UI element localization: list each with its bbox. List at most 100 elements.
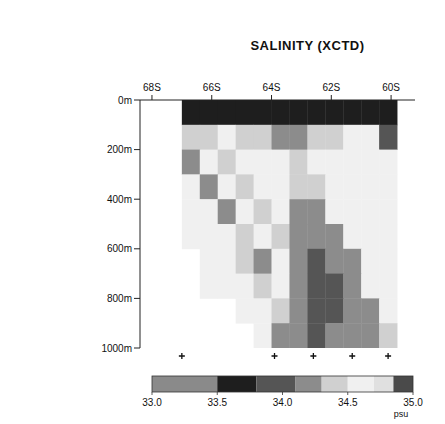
- cell: [325, 100, 343, 125]
- cell: [272, 125, 290, 150]
- cell: [361, 174, 379, 199]
- cell: [307, 323, 325, 348]
- cell: [200, 150, 218, 175]
- cell: [379, 100, 397, 125]
- cell: [379, 150, 397, 175]
- colorbar-bin: [348, 376, 374, 392]
- cell: [361, 199, 379, 224]
- cell: [379, 323, 397, 348]
- cell: [272, 274, 290, 299]
- cell: [254, 224, 272, 249]
- cell: [307, 100, 325, 125]
- y-tick: [134, 199, 140, 200]
- station-marker: [310, 353, 316, 359]
- cell: [272, 298, 290, 323]
- cell: [343, 224, 361, 249]
- colorbar-tick: [413, 392, 414, 395]
- cell: [272, 199, 290, 224]
- cell: [289, 298, 307, 323]
- x-tick: [331, 95, 332, 100]
- title: SALINITY (XCTD): [250, 38, 364, 53]
- colorbar-tick-label: 35.0: [403, 397, 423, 408]
- cell: [182, 125, 200, 150]
- cell: [254, 150, 272, 175]
- y-tick: [134, 348, 140, 349]
- cell: [289, 323, 307, 348]
- cell: [236, 199, 254, 224]
- cell: [343, 100, 361, 125]
- x-tick: [211, 95, 212, 100]
- cell: [254, 323, 272, 348]
- cell: [218, 224, 236, 249]
- cell: [325, 249, 343, 274]
- cell: [361, 249, 379, 274]
- y-tick-label: 600m: [107, 243, 132, 254]
- station-marker: [349, 353, 355, 359]
- cell: [218, 199, 236, 224]
- cell: [236, 174, 254, 199]
- cell: [307, 125, 325, 150]
- station-marker: [385, 353, 391, 359]
- cell: [325, 174, 343, 199]
- cell: [325, 298, 343, 323]
- cell: [379, 125, 397, 150]
- cell: [236, 224, 254, 249]
- cell: [272, 323, 290, 348]
- x-tick: [151, 95, 152, 100]
- colorbar-bin: [393, 376, 413, 392]
- cell: [182, 150, 200, 175]
- y-tick: [134, 100, 140, 101]
- x-tick-label: 60S: [382, 82, 400, 93]
- y-tick-label: 0m: [118, 95, 132, 106]
- cell: [289, 249, 307, 274]
- y-axis: [140, 100, 141, 348]
- x-tick-label: 64S: [263, 82, 281, 93]
- cell: [343, 298, 361, 323]
- cell: [254, 199, 272, 224]
- station-marker: [179, 353, 185, 359]
- x-tick: [391, 95, 392, 100]
- cell: [343, 274, 361, 299]
- cell: [379, 298, 397, 323]
- cell: [361, 298, 379, 323]
- colorbar-tick-label: 34.0: [273, 397, 293, 408]
- y-tick: [134, 298, 140, 299]
- cell: [218, 274, 236, 299]
- cell: [343, 150, 361, 175]
- cell: [272, 100, 290, 125]
- cell: [343, 199, 361, 224]
- colorbar-bin: [256, 376, 295, 392]
- colorbar-frame: [152, 376, 413, 392]
- cell: [361, 274, 379, 299]
- cell: [236, 125, 254, 150]
- x-tick-label: 66S: [203, 82, 221, 93]
- cells: [182, 100, 398, 348]
- cell: [236, 150, 254, 175]
- cell: [361, 224, 379, 249]
- cell: [361, 100, 379, 125]
- chart: SALINITY (XCTD)68S66S64S62S60S0m200m400m…: [0, 0, 445, 424]
- cell: [325, 125, 343, 150]
- cell: [200, 274, 218, 299]
- cell: [289, 125, 307, 150]
- cell: [200, 199, 218, 224]
- cell: [200, 174, 218, 199]
- cell: [254, 174, 272, 199]
- cell: [343, 125, 361, 150]
- cell: [218, 125, 236, 150]
- cell: [325, 150, 343, 175]
- colorbar-bin: [374, 376, 394, 392]
- cell: [272, 174, 290, 199]
- cell: [272, 249, 290, 274]
- cell: [254, 249, 272, 274]
- cell: [307, 150, 325, 175]
- cell: [289, 174, 307, 199]
- y-tick-label: 800m: [107, 293, 132, 304]
- cell: [200, 249, 218, 274]
- cell: [379, 274, 397, 299]
- cell: [200, 224, 218, 249]
- cell: [289, 199, 307, 224]
- y-tick: [134, 149, 140, 150]
- cell: [343, 249, 361, 274]
- cell: [307, 274, 325, 299]
